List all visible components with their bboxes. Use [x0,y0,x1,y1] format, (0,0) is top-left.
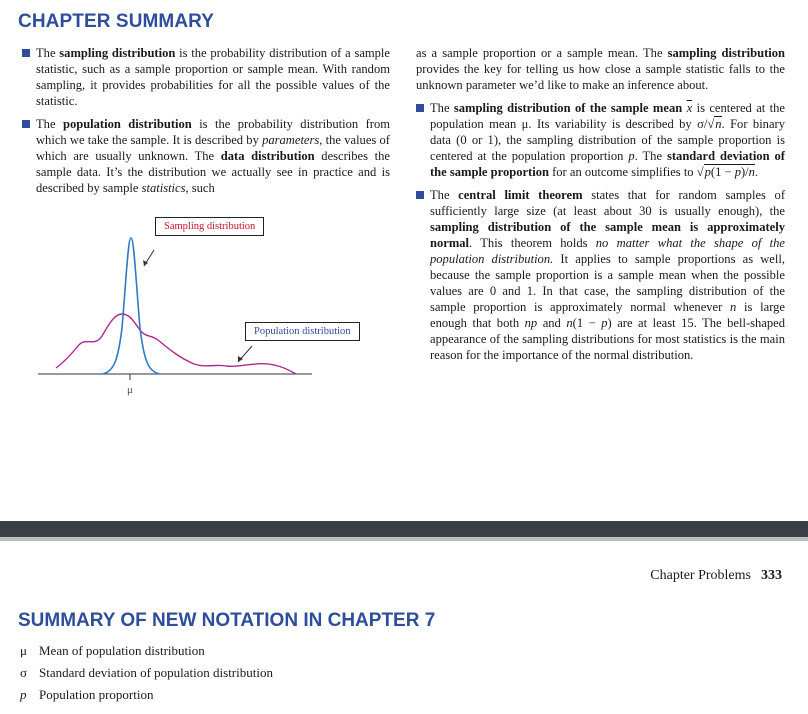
notation-item-mu: μ Mean of population distribution [20,640,273,662]
population-distribution-label: Population distribution [245,322,360,341]
bullet-text: The population distribution is the proba… [36,117,390,195]
bullet-square-icon [22,120,30,128]
page-divider-bar [0,521,808,537]
population-distribution-curve [55,313,297,375]
summary-right-column: as a sample proportion or a sample mean.… [416,45,785,363]
bullet-text: The sampling distribution of the sample … [430,101,785,179]
distribution-figure: Sampling distribution Population distrib… [30,210,360,410]
summary-bullet-sampling-distribution: The sampling distribution is the probabi… [22,45,390,109]
bullet-square-icon [416,191,424,199]
bullet-square-icon [22,49,30,57]
notation-symbol: σ [20,665,28,680]
sampling-arrow-head [143,260,148,266]
page-divider-shadow [0,537,808,541]
notation-description: Standard deviation of population distrib… [39,665,273,680]
notation-symbol: p [20,687,27,702]
notation-summary-heading: SUMMARY OF NEW NOTATION IN CHAPTER 7 [18,610,436,631]
running-head-title: Chapter Problems [650,568,751,583]
bullet-text: as a sample proportion or a sample mean.… [416,46,785,92]
notation-symbol: μ [20,643,27,658]
notation-description: Mean of population distribution [39,643,205,658]
notation-list: μ Mean of population distribution σ Stan… [20,640,273,706]
page-number: 333 [761,568,782,583]
sampling-distribution-curve [101,237,161,375]
sampling-distribution-label: Sampling distribution [155,217,265,236]
bullet-text: The sampling distribution is the probabi… [36,46,390,108]
running-head: Chapter Problems 333 [650,568,782,584]
notation-description: Population proportion [39,687,154,702]
notation-item-sigma: σ Standard deviation of population distr… [20,662,273,684]
summary-left-column: The sampling distribution is the probabi… [22,45,390,196]
chapter-summary-heading: CHAPTER SUMMARY [18,11,215,32]
distribution-plot [38,237,312,380]
summary-bullet-continuation: as a sample proportion or a sample mean.… [416,45,785,93]
notation-item-p: p Population proportion [20,684,273,706]
bullet-square-icon [416,104,424,112]
mu-axis-label: μ [127,384,133,396]
population-arrow-head [238,356,243,362]
summary-bullet-central-limit-theorem: The central limit theorem states that fo… [416,187,785,363]
summary-bullet-population-distribution: The population distribution is the proba… [22,116,390,196]
summary-bullet-sample-mean: The sampling distribution of the sample … [416,100,785,180]
bullet-text: The central limit theorem states that fo… [430,188,785,362]
